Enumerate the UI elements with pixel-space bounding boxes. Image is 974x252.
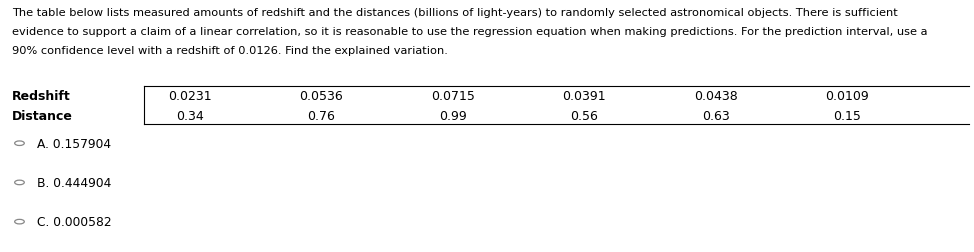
Ellipse shape <box>15 180 24 185</box>
Text: 0.15: 0.15 <box>834 109 861 122</box>
Text: 0.0231: 0.0231 <box>169 89 211 102</box>
Text: 0.0391: 0.0391 <box>563 89 606 102</box>
Text: B. 0.444904: B. 0.444904 <box>37 176 111 189</box>
Ellipse shape <box>15 141 24 146</box>
Text: 90% confidence level with a redshift of 0.0126. Find the explained variation.: 90% confidence level with a redshift of … <box>12 45 448 55</box>
Text: The table below lists measured amounts of redshift and the distances (billions o: The table below lists measured amounts o… <box>12 8 897 18</box>
Text: Redshift: Redshift <box>12 89 70 102</box>
Text: 0.76: 0.76 <box>308 109 335 122</box>
Text: 0.56: 0.56 <box>571 109 598 122</box>
Text: 0.0109: 0.0109 <box>826 89 869 102</box>
Text: A. 0.157904: A. 0.157904 <box>37 137 111 150</box>
Text: Distance: Distance <box>12 109 73 122</box>
Text: 0.0438: 0.0438 <box>694 89 737 102</box>
Text: 0.34: 0.34 <box>176 109 204 122</box>
Text: 0.0536: 0.0536 <box>300 89 343 102</box>
Text: C. 0.000582: C. 0.000582 <box>37 215 112 228</box>
Ellipse shape <box>15 219 24 224</box>
Text: 0.0715: 0.0715 <box>431 89 475 102</box>
Text: evidence to support a claim of a linear correlation, so it is reasonable to use : evidence to support a claim of a linear … <box>12 26 927 37</box>
Text: 0.99: 0.99 <box>439 109 467 122</box>
Text: 0.63: 0.63 <box>702 109 730 122</box>
